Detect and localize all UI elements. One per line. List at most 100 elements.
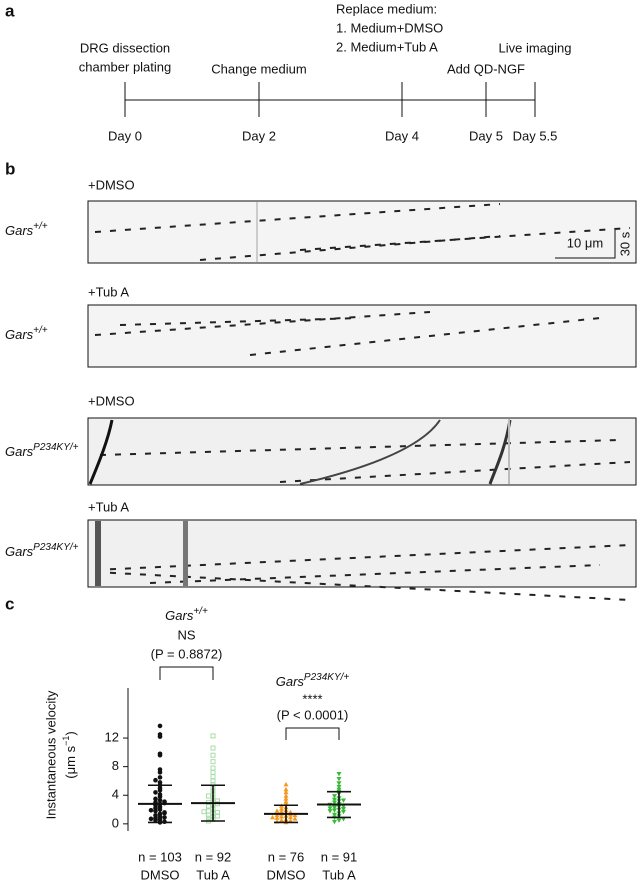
dot	[332, 805, 337, 811]
significance: ****	[302, 691, 322, 706]
step-label: Replace medium:	[336, 1, 437, 16]
genotype: +/+	[33, 221, 48, 232]
dot	[292, 812, 298, 818]
dot	[332, 794, 337, 799]
dot	[210, 759, 216, 765]
n-label: n = 76	[268, 849, 305, 864]
scale-bar	[555, 230, 616, 259]
p-value: (P = 0.8872)	[151, 646, 223, 661]
dot	[332, 808, 337, 813]
dot	[341, 807, 346, 812]
dot	[210, 752, 216, 758]
y-label: Instantaneous velocity	[43, 690, 58, 819]
dot	[210, 765, 216, 771]
gene: Gars	[5, 327, 34, 342]
panel-letter: b	[5, 159, 15, 178]
n-label: n = 103	[138, 849, 182, 864]
genotype: P234KY/+	[33, 542, 78, 553]
dot	[279, 806, 284, 811]
step-label: chamber plating	[79, 59, 172, 74]
step-label: DRG dissection	[80, 40, 170, 55]
dot	[336, 772, 342, 777]
dot	[157, 723, 163, 729]
treatment-label: +DMSO	[88, 177, 135, 192]
treatment-label: +Tub A	[88, 284, 129, 299]
genotype-label: GarsP234KY/+	[5, 442, 79, 460]
dot	[210, 745, 216, 751]
unit-exp: −1	[61, 736, 71, 746]
comparison-genotype: GarsP234KY/+	[276, 672, 350, 690]
genotype: +/+	[33, 325, 48, 336]
dot	[332, 800, 337, 805]
error-bar	[327, 790, 351, 819]
dot	[283, 796, 289, 801]
dot	[336, 781, 342, 786]
genotype-label: GarsP234KY/+	[5, 542, 79, 560]
step-label: Add QD-NGF	[447, 61, 525, 76]
scale-t: 30 s	[617, 231, 632, 256]
group-label: DMSO	[267, 867, 306, 882]
n-label: n = 92	[195, 849, 232, 864]
dot	[162, 810, 167, 816]
scale-x: 10 μm	[567, 235, 603, 250]
y-unit: (μm s−1)	[61, 731, 78, 778]
group-label: Tub A	[196, 867, 230, 882]
step-label: Change medium	[211, 61, 306, 76]
dot	[274, 815, 280, 820]
error-bar	[201, 784, 225, 822]
day-label: Day 5	[469, 128, 503, 143]
n-label: n = 91	[321, 849, 358, 864]
dot	[206, 808, 211, 814]
bracket	[285, 727, 340, 740]
dot	[206, 793, 211, 799]
error-bar	[148, 784, 172, 824]
dot	[148, 807, 154, 813]
dot	[153, 808, 158, 814]
genotype-label: Gars+/+	[5, 221, 48, 239]
gene: Gars	[5, 444, 34, 459]
genotype: P234KY/+	[33, 442, 78, 453]
dot	[283, 781, 289, 787]
gene: Gars	[165, 608, 194, 623]
dot	[283, 786, 289, 792]
day-label: Day 4	[385, 128, 419, 143]
dot	[332, 812, 337, 818]
dot	[157, 775, 163, 780]
dot	[332, 819, 337, 825]
dot	[162, 815, 167, 820]
step-label: 2. Medium+Tub A	[336, 39, 438, 54]
dot	[210, 733, 216, 739]
genotype: +/+	[193, 606, 208, 617]
treatment-label: +Tub A	[88, 499, 129, 514]
day-label: Day 2	[242, 128, 276, 143]
group-label: DMSO	[141, 867, 180, 882]
dot	[274, 812, 280, 818]
dot	[332, 797, 337, 803]
dot	[336, 818, 342, 823]
significance: NS	[177, 627, 195, 642]
dot	[327, 809, 333, 814]
step-label: Live imaging	[499, 40, 572, 55]
gene: Gars	[5, 223, 34, 238]
unit: (μm s	[63, 745, 78, 778]
kymographs	[87, 200, 637, 601]
panel-letter: a	[5, 1, 15, 20]
unit-close: )	[63, 731, 78, 735]
dot	[336, 777, 342, 782]
dot	[279, 817, 284, 823]
dot	[215, 813, 220, 819]
y-tick-label: 8	[112, 758, 119, 773]
y-tick-label: 4	[112, 787, 119, 802]
panel-letter: c	[5, 594, 14, 613]
dot	[279, 814, 284, 819]
dot	[157, 752, 163, 758]
p-value: (P < 0.0001)	[277, 707, 349, 722]
dot	[153, 817, 158, 823]
dot	[336, 784, 342, 790]
dot	[341, 798, 346, 803]
gene: Gars	[5, 544, 34, 559]
day-label: Day 5.5	[513, 128, 558, 143]
dot	[157, 734, 163, 739]
dot	[153, 790, 158, 795]
